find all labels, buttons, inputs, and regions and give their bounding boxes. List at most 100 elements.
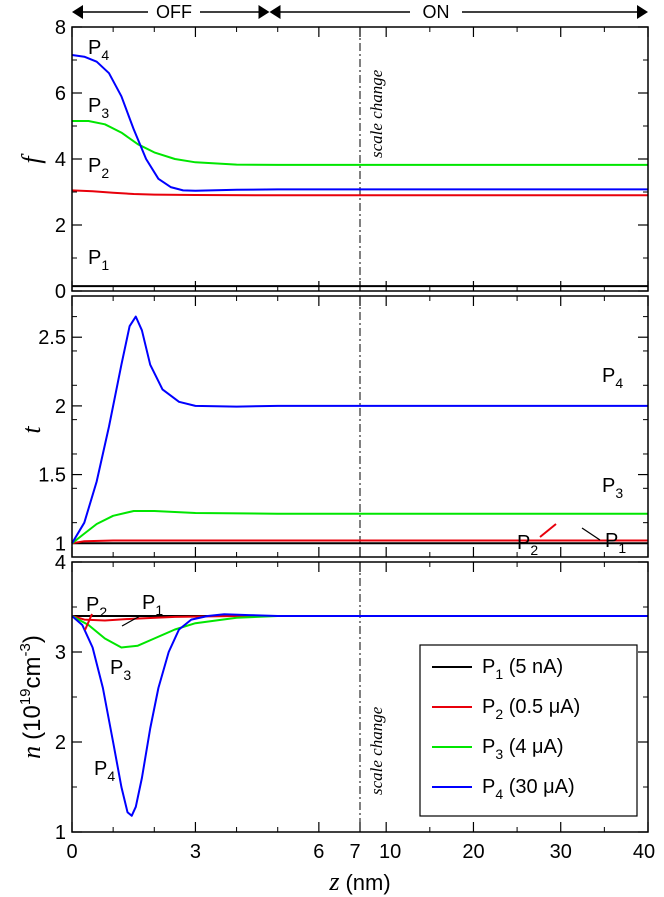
label-f-p3: P3 [88,95,109,121]
label-n-p3-letter: P [110,657,123,679]
label-t-p2-letter: P [517,532,530,554]
label-f-p3-letter: P [88,95,101,117]
x-tick-label: 3 [190,841,201,863]
y-axis-title-n: n (1019cm-3) [17,635,46,759]
x-axis-title: z (nm) [328,867,390,896]
panel-frame-f [71,26,649,292]
y-tick-label-t: 1 [55,533,66,555]
y-tick-label-n: 4 [55,552,66,574]
label-t-p4-sub: 4 [615,375,623,391]
label-f-p2-letter: P [88,155,101,177]
label-t-p2-sub: 2 [530,542,538,558]
label-t-p1: P1 [605,530,626,556]
y-tick-label-f: 4 [55,149,66,171]
legend-name: P [482,696,495,718]
legend-desc: (5 nA) [503,656,563,678]
on-label: ON [423,2,450,22]
legend-name: P [482,656,495,678]
y-axis-n-unit: (10 [19,705,46,740]
on-arrow-head-right [637,5,648,19]
label-t-p4-letter: P [602,365,615,387]
label-n-p2: P2 [86,594,107,620]
y-axis-n-exp: 19 [17,688,34,705]
y-tick-label-t: 1.5 [38,465,66,487]
y-tick-label-n: 2 [55,732,66,754]
x-tick-labels: 0 3 6 7 10 20 30 40 [66,841,655,863]
label-n-p3-sub: 3 [123,667,131,683]
x-tick-label: 7 [349,841,360,863]
leader-t-p2 [539,523,557,538]
on-arrow-head-left [269,5,281,19]
y-axis-n-close: ) [19,635,46,643]
y-axis-n-var: n [17,746,46,759]
legend-desc: (0.5 μA) [503,696,580,718]
panel-frame-t [71,295,649,558]
label-t-p1-letter: P [605,530,618,552]
x-axis-var: z [328,867,339,896]
label-f-p3-sub: 3 [101,105,109,121]
panel-t: 1 1.5 2 2.5 [38,295,649,558]
label-t-p3: P3 [602,475,623,501]
series-line-t-p3 [71,510,648,545]
label-n-p4-letter: P [94,758,107,780]
legend-sub: 3 [495,746,503,762]
label-n-p4: P4 [94,758,115,784]
series-line-f-p2 [71,189,648,197]
label-n-p3: P3 [110,657,131,683]
label-n-p1: P1 [142,592,163,618]
legend-item-p4: P4 (30 μA) [482,776,575,802]
series-line-f-p3 [72,120,648,166]
legend-sub: 1 [495,666,503,682]
series-line-n-p4 [71,613,648,817]
x-tick-label: 10 [379,841,401,863]
off-arrow-head-right [258,5,270,19]
label-f-p4: P4 [88,37,109,63]
label-f-p2: P2 [88,155,109,181]
label-n-p4-sub: 4 [107,768,115,784]
off-label: OFF [156,2,192,22]
y-tick-label-n: 1 [55,822,66,844]
legend-sub: 4 [495,786,503,802]
label-f-p1: P1 [88,247,109,273]
off-arrow-head-left [72,5,83,19]
y-axis-n-unit2: cm [19,656,46,688]
y-tick-label-f: 8 [55,17,66,39]
legend-item-p1: P1 (5 nA) [482,656,563,682]
label-t-p2: P2 [517,532,538,558]
legend-desc: (30 μA) [503,776,575,798]
y-tick-label-t: 2 [55,396,66,418]
label-f-p2-sub: 2 [101,165,109,181]
x-tick-label: 20 [462,841,484,863]
leader-t-p1 [581,527,601,541]
label-t-p3-sub: 3 [615,485,623,501]
label-f-p1-letter: P [88,247,101,269]
series-line-f-p4 [71,54,648,192]
label-n-p2-letter: P [86,594,99,616]
label-f-p4-sub: 4 [101,47,109,63]
legend-item-p3: P3 (4 μA) [482,736,564,762]
label-t-p1-sub: 1 [618,540,626,556]
y-tick-label-t: 2.5 [38,327,66,349]
x-tick-label: 30 [550,841,572,863]
leader-n-p1 [121,615,141,627]
y-tick-label-f: 2 [55,215,66,237]
label-f-p1-sub: 1 [101,257,109,273]
legend: P1 (5 nA)P2 (0.5 μA)P3 (4 μA)P4 (30 μA) [419,644,638,817]
x-tick-label: 40 [633,841,655,863]
legend-name: P [482,776,495,798]
label-n-p2-sub: 2 [99,604,107,620]
panel-f: 0 2 4 6 8 [55,17,649,303]
y-axis-n-exp2: -3 [17,643,34,656]
label-t-p3-letter: P [602,475,615,497]
scale-change-note-top: scale change [367,69,386,158]
label-f-p4-letter: P [88,37,101,59]
y-axis-title-f: f [17,153,46,164]
y-axis-title-t: t [17,426,46,434]
leader-n-p2 [84,613,93,631]
series-line-t-p4 [71,315,648,544]
label-n-p1-sub: 1 [155,602,163,618]
x-tick-label: 0 [66,841,77,863]
series-line-t-p2 [71,539,648,545]
legend-sub: 2 [495,706,503,722]
